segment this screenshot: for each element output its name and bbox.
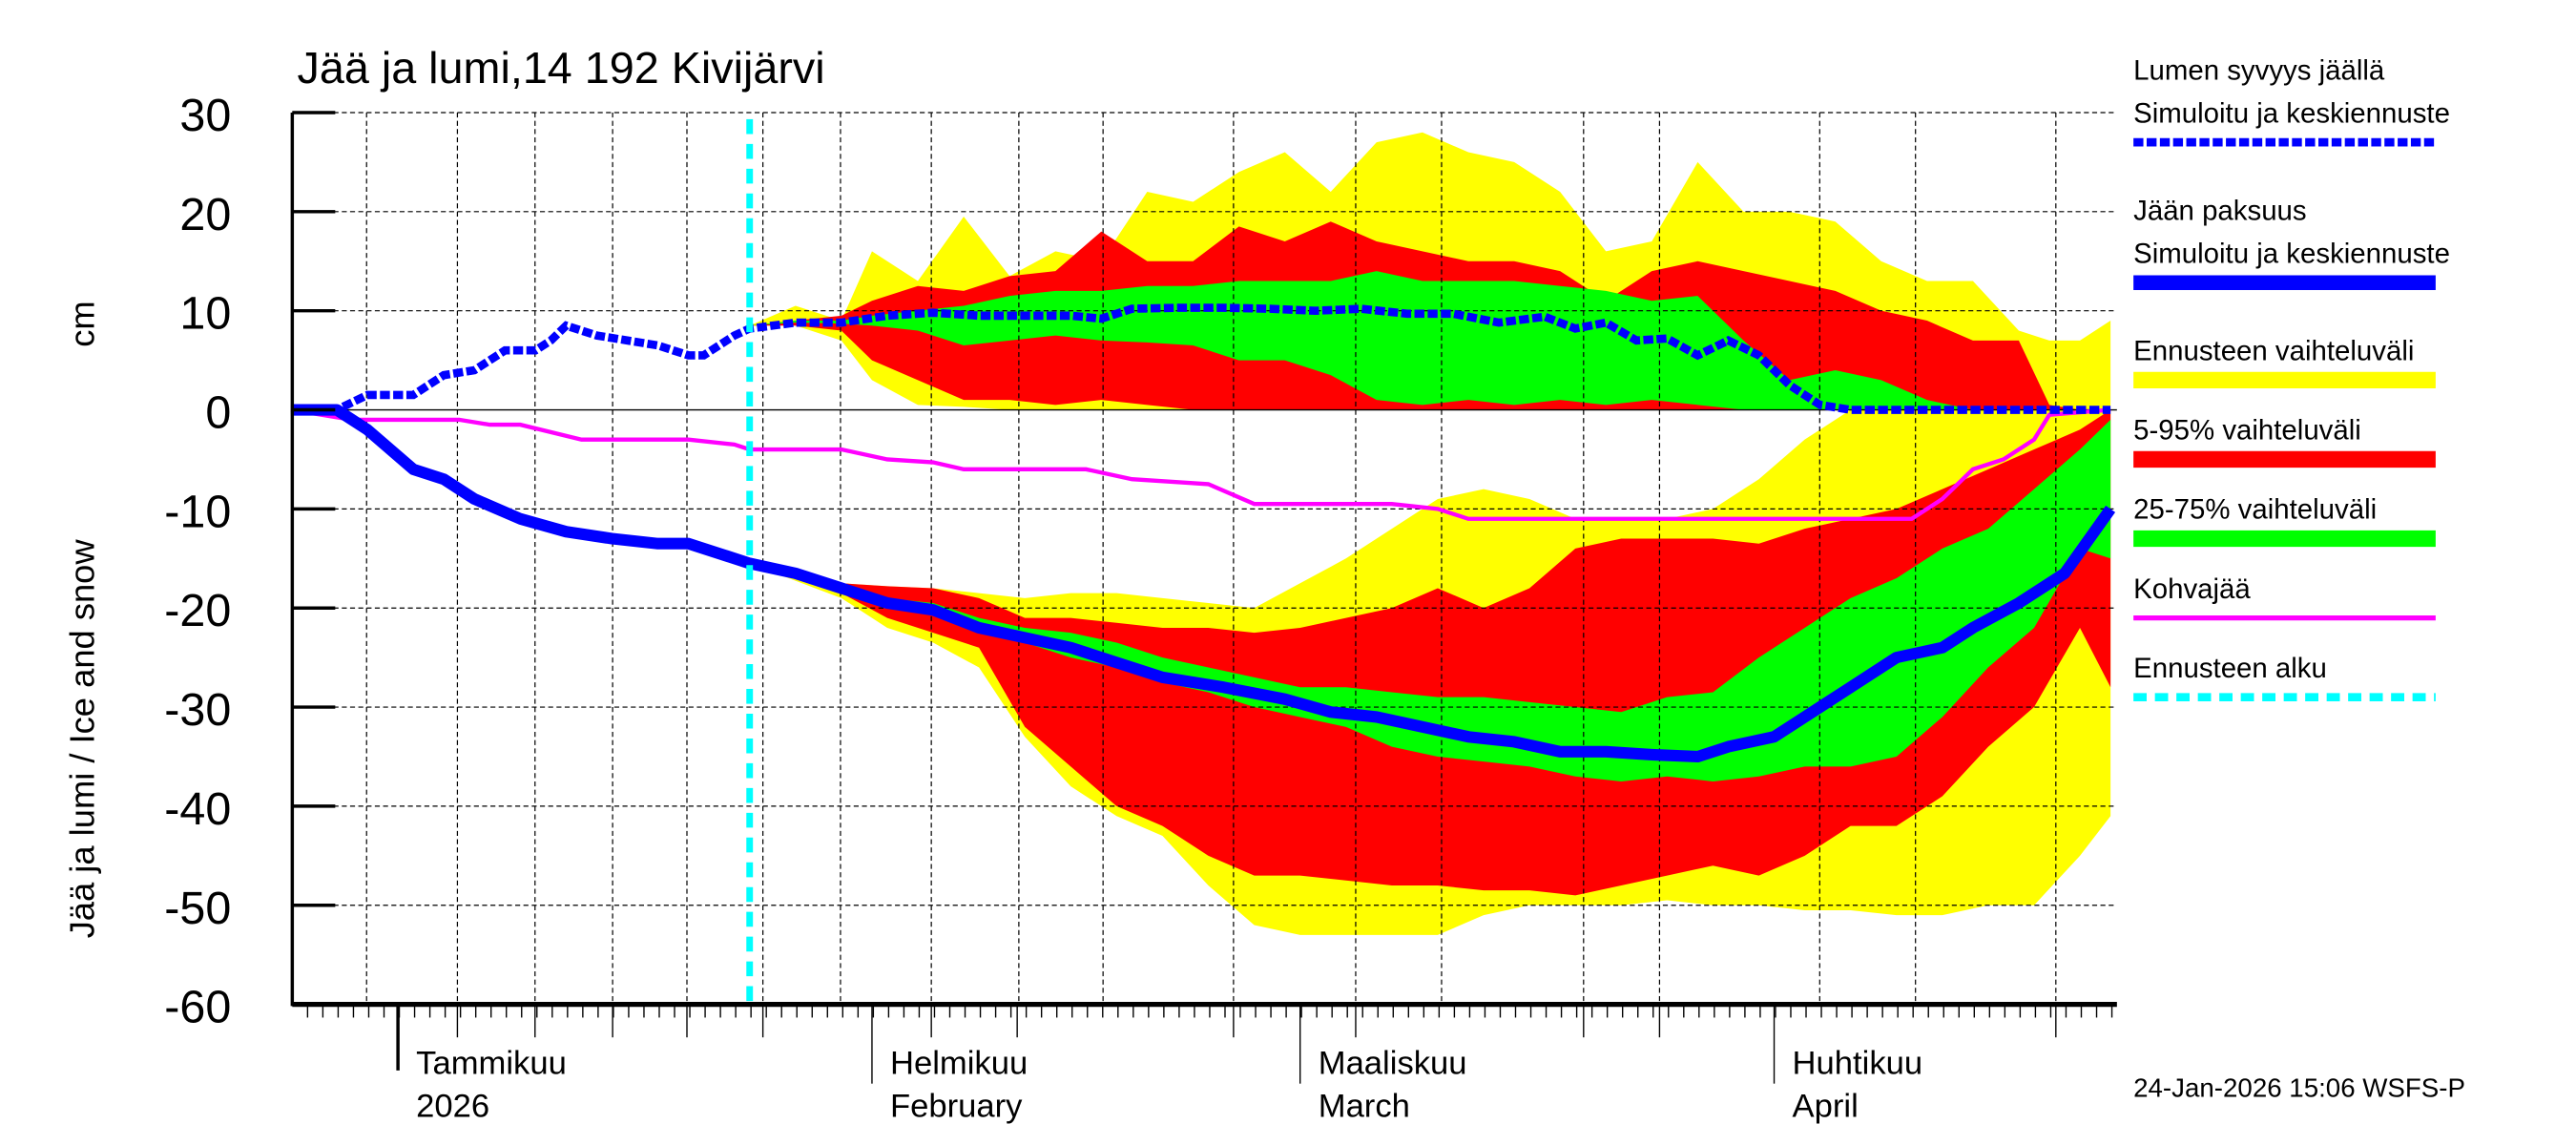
month-label-fi: Helmikuu — [890, 1045, 1028, 1081]
y-tick-label: -30 — [164, 684, 231, 736]
legend-label: Simuloitu ja keskiennuste — [2133, 238, 2450, 269]
y-axis-unit: cm — [63, 301, 102, 346]
legend-label: Ennusteen vaihteluväli — [2133, 336, 2414, 367]
legend-label: 25-75% vaihteluväli — [2133, 494, 2377, 526]
legend-label: Simuloitu ja keskiennuste — [2133, 97, 2450, 129]
y-tick-label: 0 — [205, 387, 231, 439]
y-tick-label: -40 — [164, 783, 231, 835]
y-tick-label: 30 — [179, 90, 231, 141]
y-tick-label: 20 — [179, 189, 231, 240]
month-label-fi: Maaliskuu — [1319, 1045, 1467, 1081]
month-label-en: 2026 — [416, 1088, 489, 1124]
y-tick-label: -50 — [164, 883, 231, 934]
chart-title: Jää ja lumi,14 192 Kivijärvi — [298, 43, 825, 93]
month-label-en: February — [890, 1088, 1023, 1124]
legend-label: Lumen syvyys jäällä — [2133, 54, 2385, 86]
y-tick-label: -20 — [164, 585, 231, 636]
month-label-en: April — [1793, 1088, 1859, 1124]
y-tick-label: -10 — [164, 486, 231, 537]
axes-layer — [290, 111, 2117, 1038]
legend-label: 5-95% vaihteluväli — [2133, 415, 2361, 447]
legend-label: Ennusteen alku — [2133, 653, 2327, 684]
y-tick-label: -60 — [164, 982, 231, 1033]
bands-layer — [749, 132, 2111, 935]
legend-label: Kohvajää — [2133, 573, 2251, 605]
ice-thickness-line — [290, 404, 2116, 763]
ice-5-95-band — [749, 409, 2111, 896]
lines-layer — [290, 118, 2116, 1005]
month-label-en: March — [1319, 1088, 1410, 1124]
legend-label: Jään paksuus — [2133, 195, 2306, 226]
y-tick-label: 10 — [179, 288, 231, 340]
month-label-fi: Huhtikuu — [1793, 1045, 1923, 1081]
y-tick-labels: 30 20 10 0 -10 -20 -30 -40 -50 -60 — [164, 90, 231, 1033]
snow-25-75-band — [749, 271, 2111, 410]
timestamp: 24-Jan-2026 15:06 WSFS-P — [2133, 1073, 2465, 1103]
ice-25-75-band — [749, 419, 2111, 781]
y-axis-label: Jää ja lumi / Ice and snow — [63, 539, 102, 939]
legend: Lumen syvyys jäällä Simuloitu ja keskienn… — [2133, 54, 2450, 701]
month-labels: Tammikuu 2026 Helmikuu February Maaliskuu Mar… — [396, 1004, 1923, 1124]
snow-depth-line — [290, 303, 2111, 414]
month-label-fi: Tammikuu — [416, 1045, 567, 1081]
kohvajaa-line — [290, 407, 2111, 521]
